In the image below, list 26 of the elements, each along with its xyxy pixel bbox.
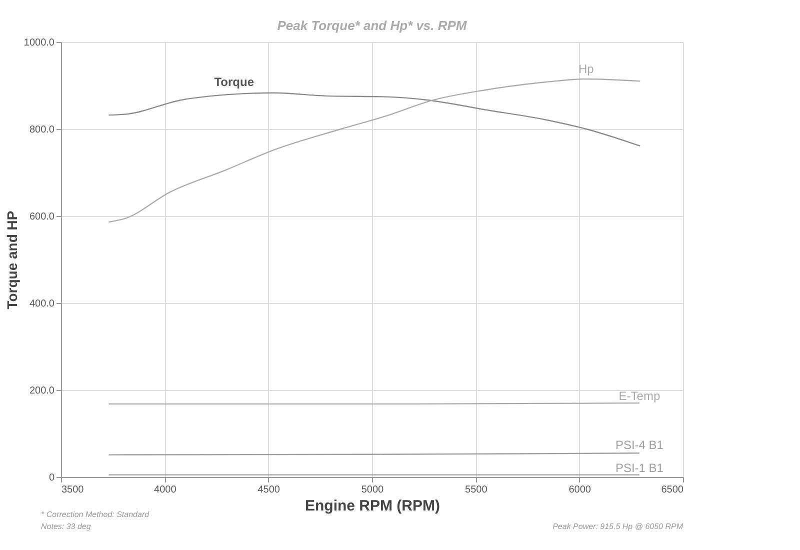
y-tick-label: 800.0 xyxy=(29,124,55,136)
y-axis-title: Torque and HP xyxy=(4,210,20,310)
x-tick-label: 6500 xyxy=(661,484,684,496)
x-tick-label: 4500 xyxy=(258,484,280,496)
x-tick-label: 3500 xyxy=(62,484,84,496)
y-tick-label: 1000.0 xyxy=(24,38,55,48)
y-tick-label: 200.0 xyxy=(29,386,55,396)
text: Peak Power: 915.5 Hp @ 6050 RPM xyxy=(552,522,684,531)
x-tick-label: 4000 xyxy=(154,484,177,496)
x-tick-label: 6000 xyxy=(568,484,592,496)
line-series xyxy=(108,92,641,147)
y-tick-label: 0 xyxy=(48,472,55,484)
y-tick-label: 400.0 xyxy=(29,298,55,310)
line-series xyxy=(108,78,641,223)
x-tick-label: 5500 xyxy=(465,484,488,496)
x-axis-title: Engine RPM (RPM) xyxy=(305,498,440,514)
text: Notes: 33 deg xyxy=(41,522,92,531)
text: * Correction Method: Standard xyxy=(41,510,150,519)
series-label: PSI-1 B1 xyxy=(615,460,664,475)
series-label: E-Temp xyxy=(618,389,660,404)
series-label: PSI-4 B1 xyxy=(615,438,664,452)
series-label: Torque xyxy=(214,75,254,90)
x-tick-label: 5000 xyxy=(361,484,384,496)
y-tick-label: 600.0 xyxy=(29,212,55,222)
series-label: Hp xyxy=(578,62,594,76)
chart-title: Peak Torque* and Hp* vs. RPM xyxy=(277,18,468,33)
